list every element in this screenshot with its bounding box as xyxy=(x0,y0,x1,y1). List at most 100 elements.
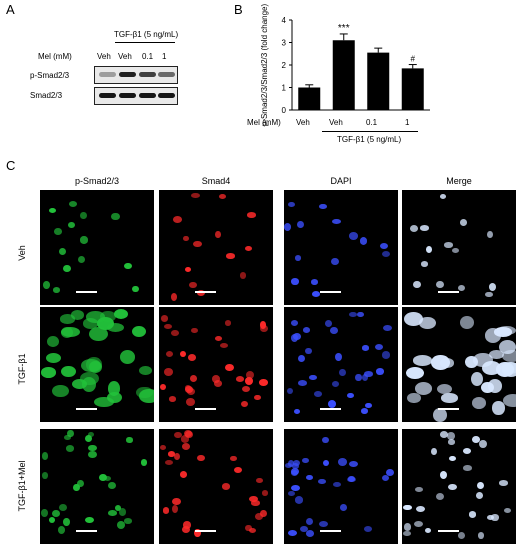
cell xyxy=(303,327,311,334)
bar xyxy=(367,52,390,110)
cell xyxy=(489,283,497,292)
cell xyxy=(260,325,268,333)
cell xyxy=(131,325,146,337)
cell xyxy=(244,245,252,252)
band xyxy=(99,93,116,98)
cell xyxy=(191,327,198,334)
cell xyxy=(440,470,448,479)
cell xyxy=(331,219,341,225)
cell xyxy=(425,245,432,253)
cell xyxy=(229,455,237,462)
y-tick-label: 3 xyxy=(282,39,287,48)
cell xyxy=(65,445,75,453)
cell xyxy=(349,311,358,318)
cell xyxy=(287,459,294,467)
cell xyxy=(81,377,96,393)
band xyxy=(119,93,136,98)
band xyxy=(158,72,175,77)
cell xyxy=(60,326,80,337)
cell xyxy=(193,240,202,248)
cell xyxy=(181,443,191,451)
lane-label: Veh xyxy=(118,52,132,61)
band xyxy=(158,93,175,98)
cell xyxy=(240,272,247,279)
cell xyxy=(291,320,299,327)
cell xyxy=(184,386,193,394)
cell xyxy=(261,490,268,496)
cell xyxy=(448,483,457,491)
scale-bar xyxy=(320,530,341,532)
cell xyxy=(471,436,480,443)
scale-bar xyxy=(195,530,216,532)
cell xyxy=(221,483,231,490)
cell xyxy=(302,458,309,464)
cell xyxy=(180,435,189,443)
cell xyxy=(435,492,444,500)
cell xyxy=(245,524,252,532)
column-header: p-Smad2/3 xyxy=(74,176,120,186)
cell xyxy=(116,520,125,529)
bar xyxy=(401,68,424,110)
cell xyxy=(414,381,433,395)
cell xyxy=(163,323,173,330)
cell xyxy=(108,510,117,516)
cell xyxy=(327,399,336,408)
cell xyxy=(488,379,503,393)
cell xyxy=(186,397,195,406)
cell xyxy=(76,479,84,488)
cell xyxy=(212,375,221,383)
cell xyxy=(457,285,465,292)
cell xyxy=(123,518,132,524)
cell xyxy=(194,528,201,537)
cell xyxy=(188,281,197,289)
cell xyxy=(477,532,485,540)
cell xyxy=(43,281,50,289)
cell xyxy=(59,504,68,512)
cell xyxy=(485,291,493,298)
cell xyxy=(46,335,59,348)
cell xyxy=(67,430,74,438)
panel-b-letter: B xyxy=(234,2,243,17)
cell xyxy=(436,280,445,289)
cell xyxy=(250,500,260,506)
cell xyxy=(284,223,292,231)
group-bracket xyxy=(322,131,418,132)
cell xyxy=(288,529,297,536)
cell xyxy=(41,452,49,460)
cell xyxy=(184,430,193,438)
cell xyxy=(41,509,48,517)
cell xyxy=(111,212,121,221)
cell xyxy=(48,208,57,214)
cell xyxy=(409,225,418,233)
cell xyxy=(247,212,256,218)
cell xyxy=(403,312,423,327)
cell xyxy=(103,475,112,482)
row-header: TGF-β1 xyxy=(17,353,27,385)
cell xyxy=(470,371,483,386)
band xyxy=(139,72,156,77)
cell xyxy=(162,507,170,515)
cell xyxy=(460,316,474,329)
cell xyxy=(234,466,243,474)
micrograph-tile xyxy=(40,429,154,544)
treatment-bracket xyxy=(115,42,175,43)
cell xyxy=(318,478,326,485)
mel-label: Mel (mM) xyxy=(38,52,72,61)
cell xyxy=(348,461,358,468)
cell xyxy=(310,279,319,286)
cell xyxy=(106,392,122,403)
cell xyxy=(349,232,359,240)
cell xyxy=(213,379,223,387)
micrograph-tile xyxy=(40,307,154,422)
category-label: 1 xyxy=(405,118,410,127)
cell xyxy=(77,255,86,264)
cell xyxy=(439,193,447,199)
cell xyxy=(59,247,67,255)
cell xyxy=(375,368,385,375)
cell xyxy=(215,335,223,341)
cell xyxy=(293,408,301,415)
cell xyxy=(64,435,71,441)
cell xyxy=(159,444,167,451)
scale-bar xyxy=(76,291,97,293)
cell xyxy=(503,393,516,407)
